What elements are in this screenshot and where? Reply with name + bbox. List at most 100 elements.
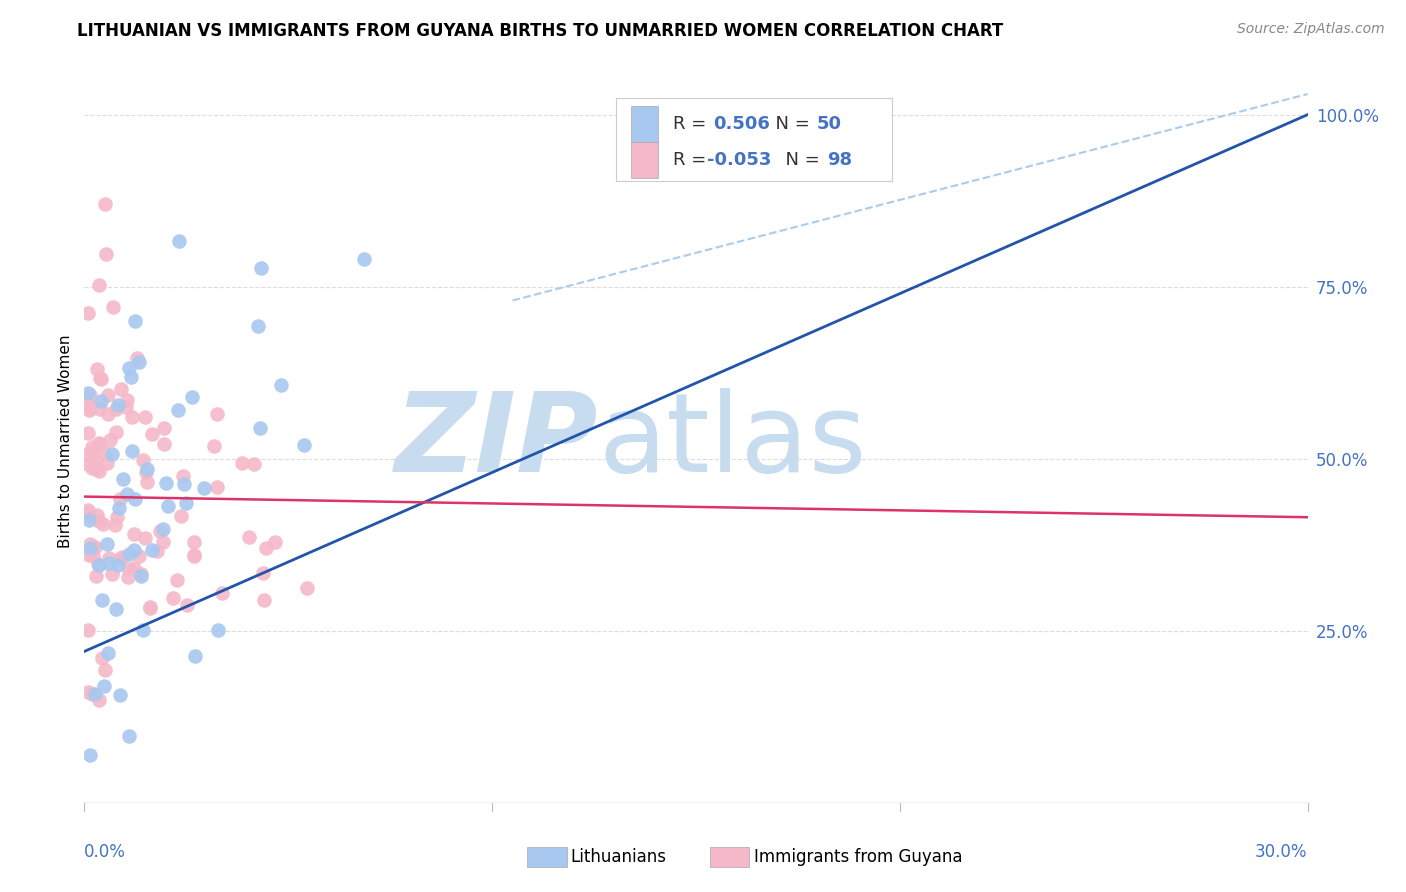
Point xyxy=(124,491,146,506)
Point xyxy=(124,314,146,328)
Text: R =: R = xyxy=(672,115,717,133)
Point xyxy=(79,541,101,555)
Point xyxy=(141,542,163,557)
Point xyxy=(264,535,287,549)
Text: atlas: atlas xyxy=(598,388,866,495)
Point xyxy=(87,558,110,572)
Point xyxy=(90,393,112,408)
Point xyxy=(98,434,121,448)
Point xyxy=(141,426,163,441)
Point xyxy=(79,402,101,417)
Y-axis label: Births to Unmarried Women: Births to Unmarried Women xyxy=(58,334,73,549)
Point xyxy=(294,438,316,452)
Point xyxy=(112,472,135,486)
Point xyxy=(134,410,156,425)
Point xyxy=(108,689,131,703)
Point xyxy=(79,537,101,551)
Point xyxy=(84,453,107,467)
Point xyxy=(121,443,143,458)
Point xyxy=(129,568,152,582)
Point xyxy=(122,526,145,541)
Point xyxy=(167,234,190,248)
Point xyxy=(170,509,193,524)
Point xyxy=(84,569,107,583)
Point xyxy=(101,301,124,315)
Point xyxy=(122,543,145,558)
Point xyxy=(104,517,127,532)
Point xyxy=(270,378,292,392)
Point xyxy=(77,426,100,441)
Point xyxy=(77,502,100,516)
Point xyxy=(105,510,128,524)
Point xyxy=(77,685,100,699)
Point xyxy=(77,548,100,562)
Point xyxy=(211,585,233,599)
Point xyxy=(89,402,111,417)
Point xyxy=(80,441,103,455)
Point xyxy=(146,544,169,558)
Point xyxy=(107,558,129,572)
Point xyxy=(353,252,375,266)
Point xyxy=(89,371,111,385)
Point xyxy=(180,390,202,404)
Point xyxy=(152,522,174,536)
Point xyxy=(172,469,194,483)
Point xyxy=(118,562,141,576)
Point xyxy=(101,447,124,461)
Point xyxy=(183,534,205,549)
Point xyxy=(176,599,198,613)
Point xyxy=(93,197,115,211)
Point xyxy=(77,457,100,471)
Point xyxy=(238,530,260,544)
Point xyxy=(96,457,118,471)
Point xyxy=(166,573,188,587)
Point xyxy=(152,437,174,451)
Point xyxy=(83,687,105,701)
Point xyxy=(173,476,195,491)
Point xyxy=(105,601,128,615)
Text: R =: R = xyxy=(672,151,711,169)
Point xyxy=(90,372,112,386)
Point xyxy=(111,549,134,564)
Point xyxy=(77,505,100,519)
Point xyxy=(110,382,132,396)
Point xyxy=(91,517,114,532)
Text: -0.053: -0.053 xyxy=(707,151,772,169)
Point xyxy=(98,556,121,570)
Point xyxy=(166,403,188,417)
Point xyxy=(205,407,228,421)
Point xyxy=(153,420,176,434)
Point xyxy=(121,410,143,425)
Point xyxy=(117,392,139,407)
Point xyxy=(77,446,100,460)
Point xyxy=(79,388,101,402)
Point xyxy=(86,362,108,376)
Point xyxy=(249,260,271,275)
Point xyxy=(202,439,225,453)
Point xyxy=(96,537,118,551)
Point xyxy=(156,499,179,513)
Point xyxy=(87,278,110,293)
Point xyxy=(89,464,111,478)
Point xyxy=(93,679,115,693)
Point xyxy=(91,592,114,607)
Point xyxy=(77,385,100,400)
Text: Source: ZipAtlas.com: Source: ZipAtlas.com xyxy=(1237,22,1385,37)
Text: Immigrants from Guyana: Immigrants from Guyana xyxy=(754,848,962,866)
Point xyxy=(129,567,152,582)
Point xyxy=(136,475,159,489)
FancyBboxPatch shape xyxy=(616,98,891,181)
Point xyxy=(125,351,148,366)
Point xyxy=(207,623,229,637)
Point xyxy=(162,591,184,605)
Bar xyxy=(631,105,658,142)
Point xyxy=(207,479,229,493)
Point xyxy=(152,534,174,549)
Point xyxy=(77,508,100,522)
Text: N =: N = xyxy=(765,115,815,133)
Point xyxy=(139,600,162,615)
Point xyxy=(82,549,104,563)
Point xyxy=(87,436,110,450)
Point xyxy=(98,550,121,565)
Text: 0.0%: 0.0% xyxy=(84,843,127,861)
